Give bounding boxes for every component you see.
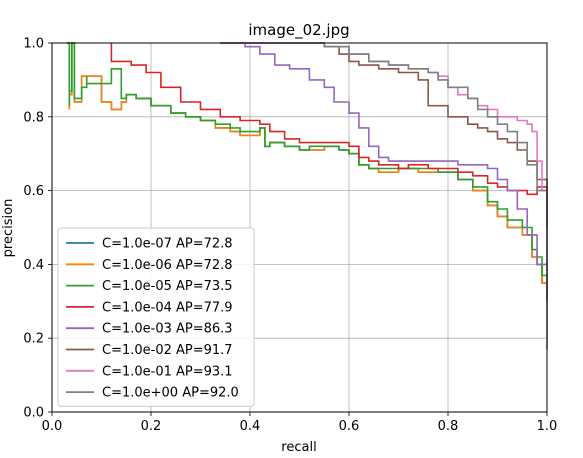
series-line-5 <box>220 42 548 228</box>
legend-label: C=1.0e-04 AP=77.9 <box>102 300 233 315</box>
series-lines <box>66 42 548 350</box>
plot-frame <box>51 42 548 413</box>
legend-label: C=1.0e-07 AP=72.8 <box>102 237 233 252</box>
x-tick-label: 0.4 <box>240 419 261 434</box>
legend-label: C=1.0e-03 AP=86.3 <box>102 322 233 337</box>
legend-label: C=1.0e-06 AP=72.8 <box>102 258 233 273</box>
y-tick-label: 0.8 <box>23 110 44 125</box>
chart-title: image_02.jpg <box>248 21 349 40</box>
x-tick-label: 0.2 <box>141 419 162 434</box>
legend-label: C=1.0e-02 AP=91.7 <box>102 343 233 358</box>
y-tick-label: 0.4 <box>23 258 44 273</box>
y-tick-label: 0.0 <box>23 406 44 421</box>
y-axis-label: precision <box>1 199 16 258</box>
x-tick-label: 0.6 <box>339 419 360 434</box>
legend-label: C=1.0e+00 AP=92.0 <box>102 386 239 401</box>
axis-ticks: 0.0 0.2 0.4 0.6 0.8 1.0 0.0 0.2 0.4 0.6 0.8 1.0 <box>23 37 557 435</box>
series-line-3 <box>110 43 548 228</box>
legend: C=1.0e-07 AP=72.8 C=1.0e-06 AP=72.8 C=1.0e… <box>57 227 255 407</box>
legend-label: C=1.0e-01 AP=93.1 <box>102 364 233 379</box>
x-tick-label: 1.0 <box>537 419 558 434</box>
y-tick-label: 0.2 <box>23 332 44 347</box>
legend-label: C=1.0e-05 AP=73.5 <box>102 279 233 294</box>
series-line-4 <box>220 42 548 302</box>
y-tick-label: 0.6 <box>23 184 44 199</box>
x-axis-label: recall <box>281 440 316 455</box>
x-tick-label: 0.8 <box>438 419 459 434</box>
series-line-7 <box>220 42 548 350</box>
series-line-2 <box>66 42 548 302</box>
legend-box <box>57 227 255 407</box>
y-tick-label: 1.0 <box>23 37 44 52</box>
x-tick-label: 0.0 <box>42 419 63 434</box>
